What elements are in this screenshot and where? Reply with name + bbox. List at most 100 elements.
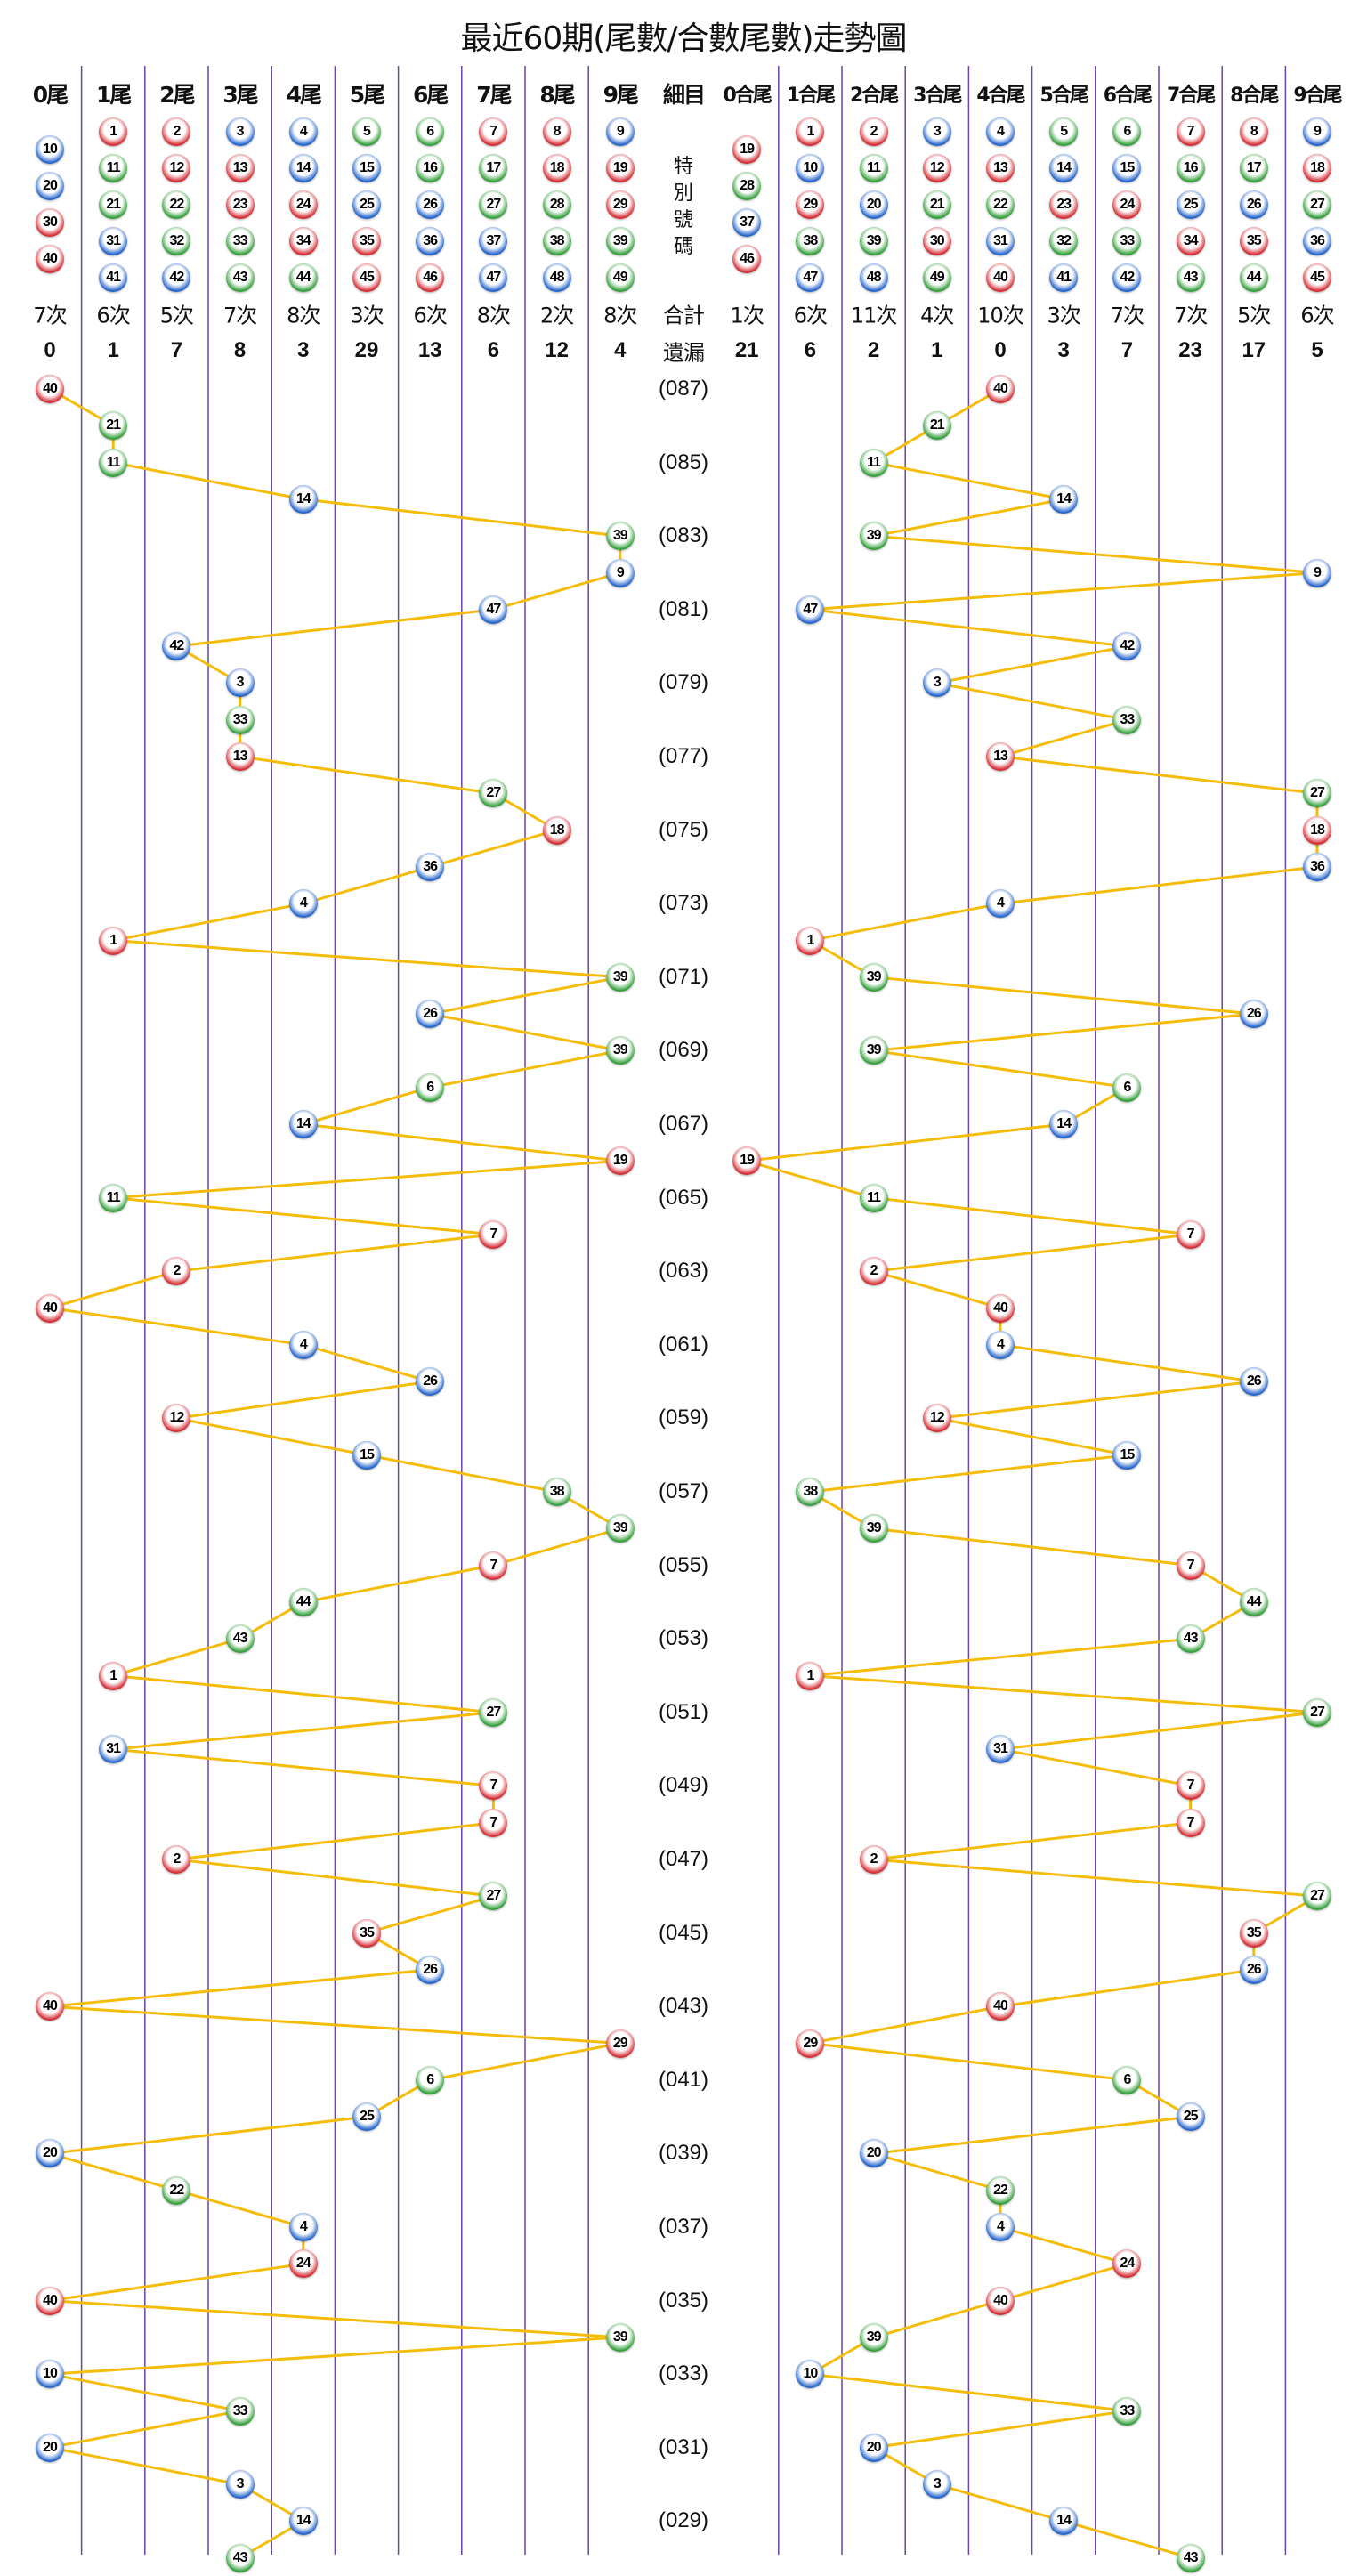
legend-ball: 33 [225, 227, 255, 255]
sum-tail-draw-ball: 26 [1239, 1367, 1268, 1397]
omission-count: 23 [1178, 338, 1202, 362]
sum-tail-draw-ball: 7 [1176, 1771, 1205, 1801]
sum-tail-draw-ball: 2 [859, 1845, 888, 1874]
omission-count: 3 [297, 338, 310, 362]
period-label: (079) [658, 670, 709, 695]
legend-ball: 45 [1303, 263, 1331, 292]
legend-ball: 24 [288, 190, 318, 219]
omission-count: 8 [233, 338, 247, 362]
special-number-label: 號 [673, 209, 694, 231]
legend-ball: 42 [1112, 263, 1142, 292]
legend-ball: 17 [1239, 154, 1268, 182]
sum-tail-draw-ball: 12 [922, 1404, 951, 1433]
tail-draw-ball: 22 [162, 2175, 191, 2205]
column-header: 9合尾 [1293, 85, 1342, 107]
sum-tail-draw-ball: 39 [859, 962, 888, 992]
legend-ball: 14 [288, 154, 318, 182]
sum-tail-draw-ball: 1 [796, 1661, 825, 1690]
legend-ball: 17 [479, 154, 508, 182]
tail-draw-ball: 11 [99, 448, 128, 477]
tail-draw-ball: 39 [605, 1514, 635, 1543]
sum-tail-draw-ball: 3 [922, 2470, 951, 2499]
tail-draw-ball: 6 [416, 1073, 445, 1102]
sum-tail-draw-ball: 7 [1176, 1551, 1205, 1580]
tail-draw-ball: 9 [605, 558, 635, 587]
legend-ball: 22 [986, 190, 1015, 219]
sum-tail-draw-ball: 6 [1112, 2065, 1142, 2094]
column-header: 5尾 [349, 82, 385, 108]
legend-ball: 27 [479, 190, 508, 219]
legend-ball: 10 [36, 135, 64, 164]
legend-ball: 2 [859, 117, 888, 146]
tail-draw-ball: 7 [479, 1808, 508, 1837]
omission-count: 7 [170, 338, 183, 362]
tail-draw-ball: 26 [416, 1955, 445, 1984]
page-title: 最近60期(尾數/合數尾數)走勢圖 [460, 20, 907, 57]
sum-tail-draw-ball: 44 [1239, 1587, 1268, 1616]
sum-tail-draw-ball: 21 [922, 411, 951, 441]
sum-tail-draw-ball: 10 [796, 2360, 825, 2389]
legend-ball: 7 [479, 117, 508, 146]
period-label: (075) [658, 817, 709, 842]
period-label: (033) [658, 2361, 709, 2386]
sum-tail-draw-ball: 22 [986, 2175, 1015, 2205]
hit-count: 6次 [1300, 303, 1334, 328]
sum-tail-draw-ball: 3 [922, 668, 951, 698]
sum-tail-draw-ball: 43 [1176, 1624, 1205, 1654]
column-header: 3尾 [222, 82, 258, 108]
omission-count: 17 [1242, 338, 1266, 362]
sum-tail-draw-ball: 6 [1112, 1073, 1142, 1102]
period-label: (039) [658, 2141, 709, 2166]
legend-ball: 32 [1049, 227, 1079, 255]
legend-ball: 29 [796, 190, 825, 219]
hit-count: 10次 [977, 303, 1024, 328]
legend-ball: 29 [605, 190, 635, 219]
period-label: (077) [658, 744, 709, 768]
legend-ball: 34 [288, 227, 318, 255]
period-label: (053) [658, 1626, 709, 1651]
tail-draw-ball: 40 [36, 375, 64, 403]
hit-count: 8次 [476, 303, 511, 328]
tail-draw-ball: 18 [542, 815, 571, 845]
tail-draw-ball: 2 [162, 1257, 191, 1286]
hit-count: 11次 [850, 303, 898, 328]
sum-tail-draw-ball: 39 [859, 1514, 888, 1543]
legend-ball: 42 [162, 263, 191, 292]
legend-ball: 37 [732, 208, 762, 237]
hit-count: 7次 [1110, 303, 1145, 328]
legend-ball: 25 [352, 190, 381, 219]
period-label: (035) [658, 2288, 709, 2313]
legend-ball: 20 [36, 172, 64, 200]
legend-ball: 23 [1049, 190, 1079, 219]
legend-ball: 22 [162, 190, 191, 219]
legend-ball: 30 [36, 208, 64, 237]
legend-ball: 28 [732, 172, 762, 200]
tail-draw-ball: 39 [605, 2322, 635, 2352]
legend-ball: 46 [732, 245, 762, 273]
sum-tail-draw-ball: 40 [986, 375, 1015, 403]
legend-ball: 20 [859, 190, 888, 219]
tail-draw-ball: 43 [225, 2543, 255, 2572]
legend-ball: 9 [1303, 117, 1331, 146]
tail-draw-ball: 7 [479, 1219, 508, 1249]
legend-ball: 49 [605, 263, 635, 292]
hit-count: 7次 [1173, 303, 1208, 328]
legend-ball: 48 [542, 263, 571, 292]
legend-ball: 10 [796, 154, 825, 182]
special-number-label: 碼 [673, 236, 694, 258]
sum-tail-draw-ball: 2 [859, 1257, 888, 1286]
tail-draw-ball: 47 [479, 595, 508, 624]
legend-ball: 14 [1049, 154, 1079, 182]
sum-tail-draw-ball: 15 [1112, 1440, 1142, 1470]
sum-tail-draw-ball: 27 [1303, 1697, 1331, 1727]
tail-draw-ball: 20 [36, 2139, 64, 2168]
tail-draw-ball: 26 [416, 1367, 445, 1397]
hit-count: 7次 [33, 303, 67, 328]
hit-count: 6次 [793, 303, 828, 328]
period-label: (049) [658, 1773, 709, 1798]
period-label: (069) [658, 1038, 709, 1063]
sum-tail-draw-ball: 27 [1303, 779, 1331, 808]
sum-tail-draw-ball: 27 [1303, 1882, 1331, 1911]
omission-count: 0 [994, 338, 1007, 362]
omission-count: 7 [1120, 338, 1134, 362]
